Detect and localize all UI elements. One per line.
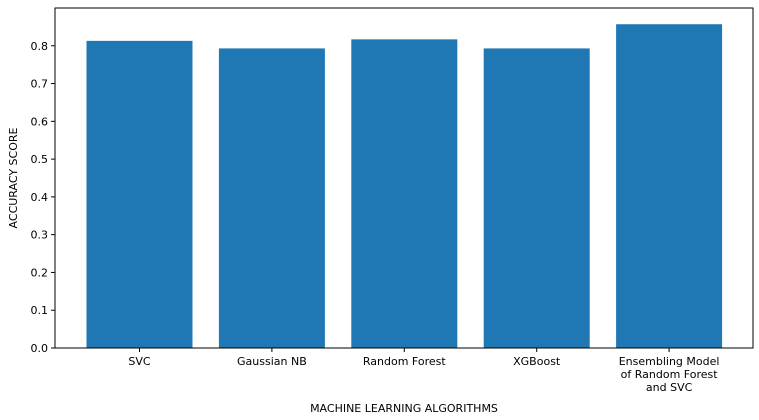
bars-group (86, 24, 723, 349)
x-tick-label: XGBoost (513, 355, 561, 368)
x-tick-label-line: Ensembling Model (619, 355, 720, 368)
bar-4 (616, 24, 723, 348)
y-tick-label: 0.3 (31, 229, 49, 242)
x-tick-label-line: and SVC (646, 381, 693, 394)
y-tick-label: 0.2 (31, 266, 49, 279)
y-tick-label: 0.1 (31, 304, 49, 317)
bar-2 (351, 39, 458, 348)
x-axis: SVC Gaussian NB Random Forest XGBoost Ensemb… (128, 348, 719, 394)
plot-frame (54, 7, 754, 349)
x-axis-label: MACHINE LEARNING ALGORITHMS (310, 402, 498, 415)
x-tick-label-line: of Random Forest (621, 368, 719, 381)
x-tick-label-line: Random Forest (363, 355, 446, 368)
x-tick-label: Random Forest (363, 355, 446, 368)
y-axis: 0.0 0.1 0.2 0.3 0.4 0.5 0.6 0.7 0.8 (31, 40, 55, 355)
y-tick-label: 0.5 (31, 153, 49, 166)
y-tick-label: 0.4 (31, 191, 49, 204)
x-tick-label: Ensembling Model of Random Forest and SVC (619, 355, 720, 394)
x-tick-label: Gaussian NB (237, 355, 307, 368)
bar-0 (86, 40, 193, 348)
x-tick-label-line: SVC (128, 355, 151, 368)
x-tick-label-line: Gaussian NB (237, 355, 307, 368)
y-tick-label: 0.7 (31, 78, 49, 91)
bar-1 (218, 48, 325, 349)
bar-3 (483, 48, 590, 349)
y-tick-label: 0.6 (31, 115, 49, 128)
x-tick-label-line: XGBoost (513, 355, 561, 368)
y-tick-label: 0.8 (31, 40, 49, 53)
y-tick-label: 0.0 (31, 342, 49, 355)
y-axis-label: ACCURACY SCORE (7, 128, 20, 229)
x-tick-label: SVC (128, 355, 151, 368)
